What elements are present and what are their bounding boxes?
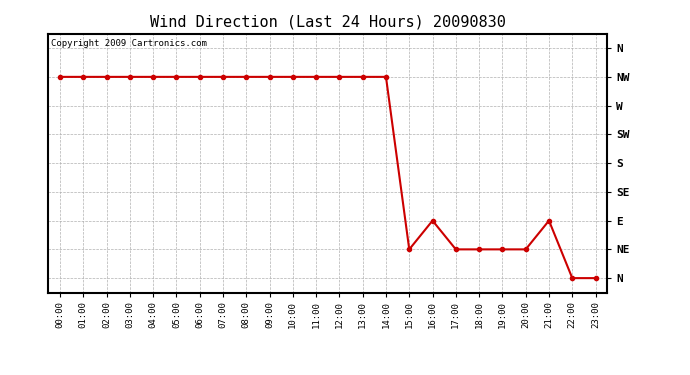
Text: Copyright 2009 Cartronics.com: Copyright 2009 Cartronics.com [51, 39, 207, 48]
Title: Wind Direction (Last 24 Hours) 20090830: Wind Direction (Last 24 Hours) 20090830 [150, 15, 506, 30]
